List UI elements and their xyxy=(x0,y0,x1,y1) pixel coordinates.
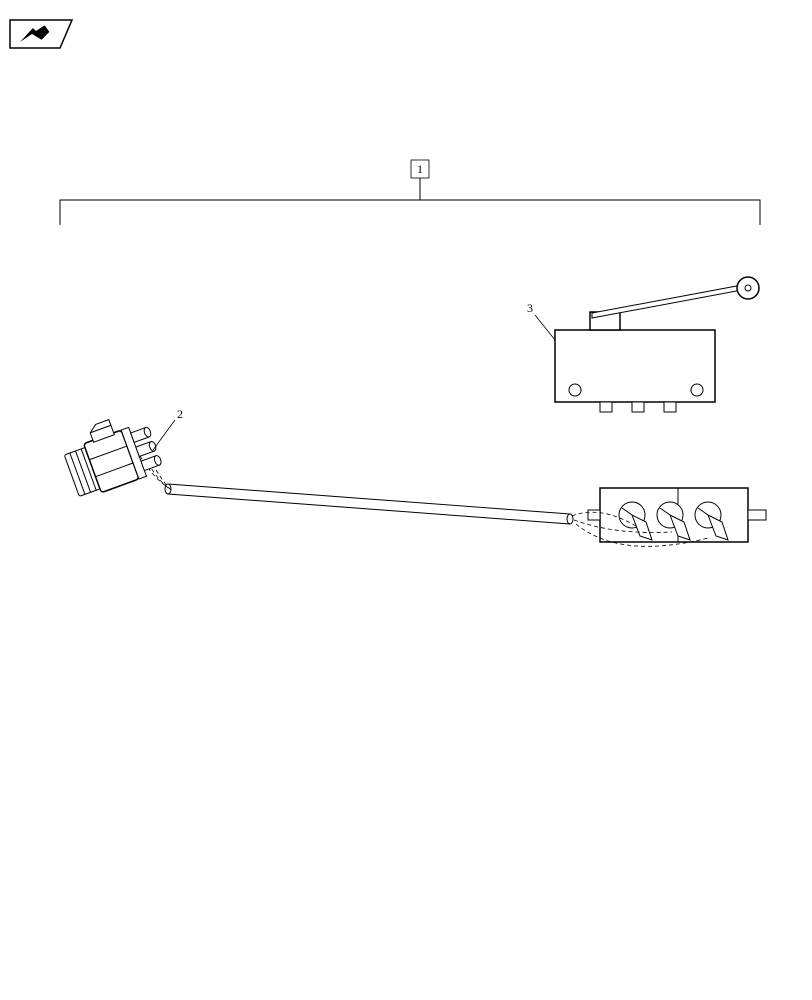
terminal-block xyxy=(588,488,766,542)
callout-2: 2 xyxy=(153,407,183,450)
connector-3pin xyxy=(58,408,164,500)
callout-1-label: 1 xyxy=(417,162,423,176)
page-flip-icon xyxy=(10,20,72,48)
microswitch: 3 xyxy=(527,277,759,412)
diagram-canvas: 1 3 xyxy=(0,0,812,1000)
callout-2-label: 2 xyxy=(177,407,183,421)
assembly-bracket: 1 xyxy=(60,160,760,225)
callout-3-label: 3 xyxy=(527,301,533,315)
